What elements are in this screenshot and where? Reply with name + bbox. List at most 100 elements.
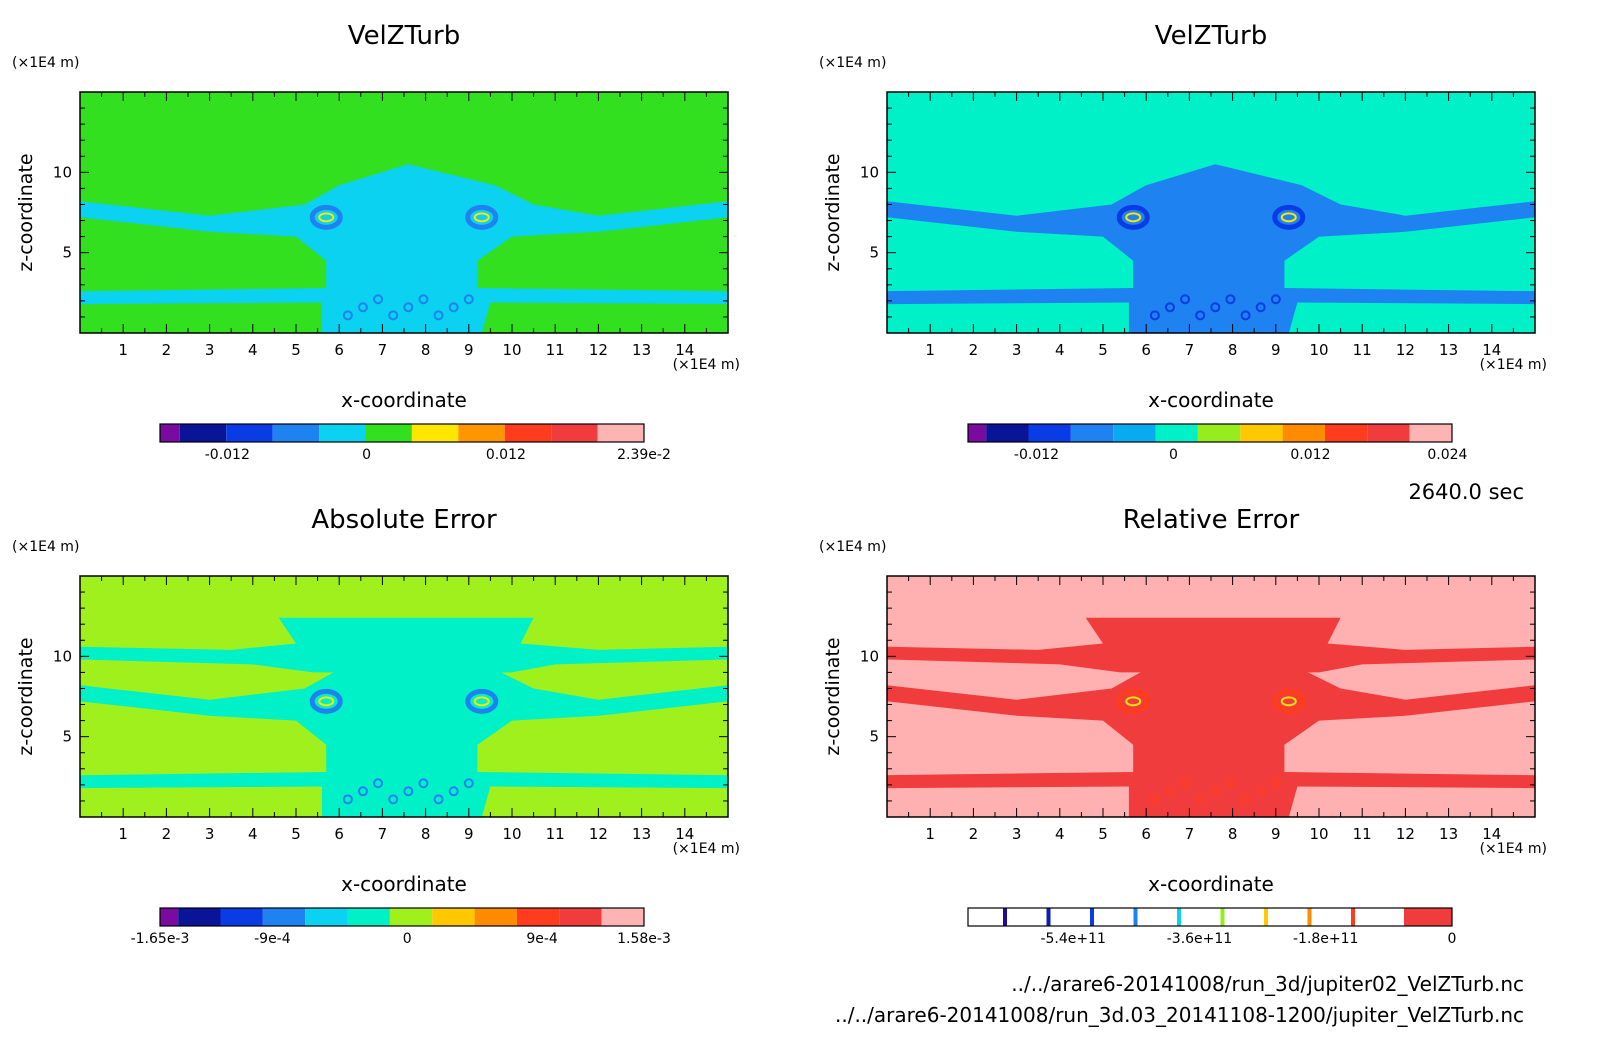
x-tick-label: 7: [378, 825, 388, 843]
vortex-core: [1280, 696, 1297, 707]
x-tick-label: 14: [675, 825, 694, 843]
turbulence-cell: [403, 302, 414, 313]
colorbar-tick-label: 1.58e-3: [617, 931, 671, 947]
vortex-ring: [465, 204, 499, 230]
colorbar-tick-label: 0.024: [1427, 447, 1467, 463]
turbulence-cell: [1180, 778, 1191, 789]
chart-title: VelZTurb: [1155, 21, 1267, 51]
turbulence-cell: [1240, 310, 1251, 321]
colorbar-swatch: [262, 908, 306, 926]
turbulence-cell: [1225, 778, 1236, 789]
turbulence-cell: [448, 786, 459, 797]
x-tick-label: 11: [1353, 825, 1372, 843]
colorbar-swatch: [1404, 908, 1452, 926]
x-tick-label: 7: [1185, 341, 1195, 359]
y-unit-label: (×1E4 m): [819, 539, 886, 555]
chart-panel: VelZTurb(×1E4 m)(×1E4 m)1 2 3 4 5 6 7 8 9 10 11 12 1…: [819, 21, 1547, 463]
x-unit-label: (×1E4 m): [673, 357, 740, 373]
x-unit-label: (×1E4 m): [673, 841, 740, 857]
colorbar-swatch: [226, 424, 273, 442]
x-tick-label: 6: [334, 341, 344, 359]
colorbar-swatch: [1324, 424, 1368, 442]
x-tick-label: 14: [1482, 825, 1501, 843]
x-tick-label: 13: [632, 341, 651, 359]
x-tick-label: 14: [675, 341, 694, 359]
x-tick-label: 9: [464, 341, 474, 359]
colorbar-swatch: [389, 908, 433, 926]
colorbar-swatch: [1113, 424, 1156, 442]
x-tick-label: 5: [1098, 341, 1108, 359]
colorbar-swatch: [986, 424, 1029, 442]
x-tick-label: 4: [248, 341, 258, 359]
x-tick-label: 11: [546, 825, 565, 843]
turbulence-cell: [388, 310, 399, 321]
y-tick-label: 10: [860, 647, 879, 665]
colorbar-line: [1090, 908, 1094, 926]
colorbar-swatch: [178, 908, 221, 926]
colorbar-swatch: [968, 424, 987, 442]
vortex-core: [1125, 696, 1142, 707]
colorbar-line: [1133, 908, 1138, 926]
x-tick-label: 9: [464, 825, 474, 843]
x-tick-label: 7: [378, 341, 388, 359]
colorbar-tick-label: 0: [1169, 447, 1178, 463]
colorbar-tick-label: 2.39e-2: [617, 447, 671, 463]
vortex-ring: [309, 204, 343, 230]
x-tick-label: 10: [1309, 341, 1328, 359]
x-tick-label: 3: [205, 341, 215, 359]
colorbar-line: [1003, 908, 1007, 926]
x-tick-label: 12: [1396, 341, 1415, 359]
field-band-upper: [80, 617, 728, 673]
vortex-core: [473, 696, 490, 707]
x-axis-label: x-coordinate: [1148, 872, 1274, 896]
turbulence-cell: [433, 794, 444, 805]
x-unit-label: (×1E4 m): [1480, 357, 1547, 373]
colorbar-swatch: [516, 908, 560, 926]
turbulence-cell: [433, 310, 444, 321]
colorbar-line: [1351, 908, 1355, 926]
x-tick-label: 1: [118, 825, 128, 843]
x-tick-label: 8: [1228, 341, 1238, 359]
x-tick-label: 13: [1439, 341, 1458, 359]
vortex-ring: [1116, 204, 1150, 230]
colorbar-tick-label: -3.6e+11: [1167, 931, 1232, 947]
colorbar-swatch: [160, 424, 180, 442]
colorbar-swatch: [365, 424, 412, 442]
colorbar-swatch: [319, 424, 366, 442]
y-axis-label: z-coordinate: [15, 153, 37, 271]
colorbar-tick-label: -5.4e+11: [1040, 931, 1105, 947]
x-tick-label: 6: [1141, 341, 1151, 359]
turbulence-cell: [418, 778, 429, 789]
turbulence-cell: [373, 778, 384, 789]
y-tick-label: 5: [869, 728, 879, 746]
x-tick-label: 6: [1141, 825, 1151, 843]
vortex-ring: [1116, 688, 1150, 714]
y-unit-label: (×1E4 m): [819, 55, 886, 71]
x-tick-label: 8: [1228, 825, 1238, 843]
turbulence-cell: [1270, 778, 1281, 789]
colorbar-swatch: [432, 908, 475, 926]
turbulence-cell: [1149, 310, 1160, 321]
colorbar-tick-label: 0: [362, 447, 371, 463]
y-tick-label: 10: [53, 647, 72, 665]
colorbar-tick-label: -0.012: [205, 447, 250, 463]
x-tick-label: 10: [1309, 825, 1328, 843]
chart-panel: VelZTurb(×1E4 m)(×1E4 m)1 2 3 4 5 6 7 8 9 10 11 12 1…: [12, 21, 740, 463]
turbulence-cell: [463, 294, 474, 305]
colorbar-swatch: [1240, 424, 1283, 442]
x-tick-label: 2: [969, 825, 979, 843]
x-tick-label: 13: [632, 825, 651, 843]
turbulence-cell: [403, 786, 414, 797]
y-axis-label: z-coordinate: [822, 153, 844, 271]
x-tick-label: 11: [1353, 341, 1372, 359]
x-tick-label: 3: [1012, 825, 1022, 843]
x-tick-label: 7: [1185, 825, 1195, 843]
turbulence-cell: [1180, 294, 1191, 305]
colorbar-swatch: [272, 424, 320, 442]
colorbar-swatch: [1155, 424, 1198, 442]
colorbar-swatch: [551, 424, 598, 442]
x-tick-label: 2: [162, 341, 172, 359]
colorbar-tick-label: 0.012: [1290, 447, 1330, 463]
y-unit-label: (×1E4 m): [12, 539, 79, 555]
x-tick-label: 4: [248, 825, 258, 843]
